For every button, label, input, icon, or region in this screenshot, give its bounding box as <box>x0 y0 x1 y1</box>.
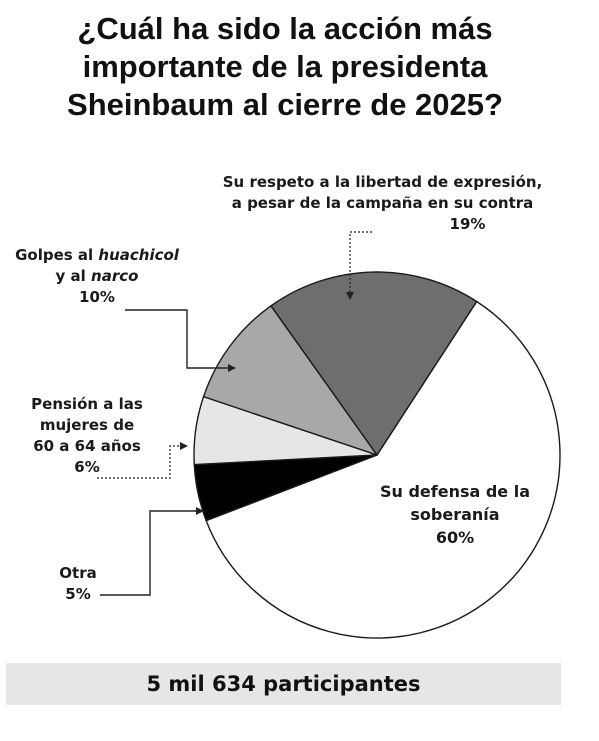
label-soberania-line-1: Su defensa de la <box>379 482 531 501</box>
label-golpes-text-c: y al <box>55 267 92 285</box>
leader-line-pension <box>97 445 184 479</box>
label-pension-value: 6% <box>74 458 100 476</box>
label-libertad-line-1: Su respeto a la libertad de expresión, <box>222 173 543 191</box>
chart-title: ¿Cuál ha sido la acción más importante d… <box>0 10 570 124</box>
leader-line-libertad <box>349 231 372 298</box>
label-pension-line-1: Pensión a las <box>31 395 143 413</box>
pie-slice-4 <box>270 271 478 456</box>
leader-arrow-golpes <box>228 364 236 372</box>
label-golpes-text-a: Golpes al <box>15 246 99 264</box>
label-libertad-line-2: a pesar de la campaña en su contra <box>231 194 534 212</box>
label-pension-line-3: 60 a 64 años <box>33 437 141 455</box>
pie-slices <box>193 271 561 639</box>
label-golpes: Golpes al huachicol y al narco 10% <box>8 245 186 308</box>
label-pension: Pensión a las mujeres de 60 a 64 años 6% <box>12 394 162 478</box>
leader-arrow-libertad <box>346 292 354 300</box>
label-soberania: Su defensa de la soberanía 60% <box>360 480 550 549</box>
label-libertad-value: 19% <box>449 215 486 233</box>
title-line-3: Sheinbaum al cierre de 2025? <box>67 87 503 122</box>
leader-line-golpes <box>125 309 232 369</box>
pie-slice-0 <box>205 300 561 639</box>
title-line-2: importante de la presidenta <box>82 49 488 84</box>
pie-slice-3 <box>202 305 378 456</box>
label-libertad: Su respeto a la libertad de expresión, a… <box>170 172 595 235</box>
label-soberania-line-2: soberanía <box>410 505 500 524</box>
label-golpes-text-d: narco <box>91 267 139 285</box>
label-otra: Otra 5% <box>48 563 108 605</box>
label-golpes-line-2: y al narco <box>8 266 186 287</box>
label-soberania-value: 60% <box>435 528 475 547</box>
label-pension-line-2: mujeres de <box>39 416 135 434</box>
leader-line-otra <box>100 510 200 596</box>
leader-arrow-otra <box>196 507 204 515</box>
label-golpes-text-b: huachicol <box>98 246 179 264</box>
label-otra-value: 5% <box>65 585 91 603</box>
label-golpes-value: 10% <box>79 288 115 306</box>
title-line-1: ¿Cuál ha sido la acción más <box>77 11 493 46</box>
label-golpes-line-1: Golpes al huachicol <box>8 245 186 266</box>
label-otra-line-1: Otra <box>59 564 97 582</box>
leader-arrow-pension <box>180 442 188 450</box>
participants-banner: 5 mil 634 participantes <box>6 663 561 705</box>
